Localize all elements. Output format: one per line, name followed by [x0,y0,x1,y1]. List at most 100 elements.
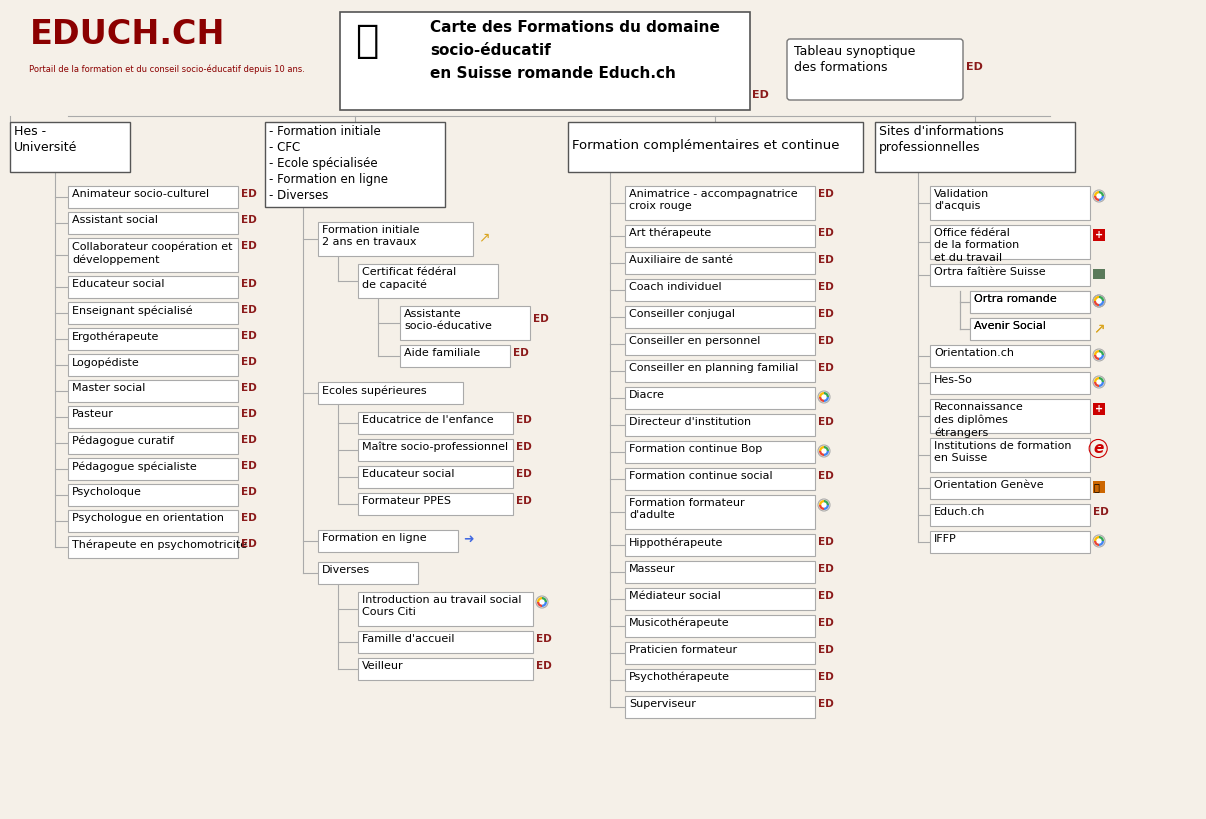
Text: ED: ED [818,228,833,238]
Wedge shape [824,392,829,397]
Text: Formateur PPES: Formateur PPES [362,496,451,506]
FancyBboxPatch shape [930,438,1090,472]
Text: Collaborateur coopération et
développement: Collaborateur coopération et développeme… [72,241,233,265]
FancyBboxPatch shape [625,225,815,247]
Text: ED: ED [818,255,833,265]
FancyBboxPatch shape [265,122,445,207]
FancyBboxPatch shape [930,399,1090,433]
Wedge shape [1099,301,1103,306]
Text: Assistant social: Assistant social [72,215,158,225]
Circle shape [821,448,826,454]
Wedge shape [541,602,548,607]
Circle shape [821,394,826,400]
Text: Pédagogue curatif: Pédagogue curatif [72,435,174,446]
Wedge shape [1099,301,1103,306]
Text: e: e [1093,441,1103,456]
FancyBboxPatch shape [930,477,1090,499]
Text: ED: ED [818,189,833,199]
FancyBboxPatch shape [970,291,1090,313]
Text: ED: ED [818,282,833,292]
Wedge shape [1094,382,1099,387]
FancyBboxPatch shape [68,536,238,558]
FancyBboxPatch shape [625,360,815,382]
Text: Assistante
socio-éducative: Assistante socio-éducative [404,309,492,332]
FancyBboxPatch shape [625,441,815,463]
Text: Art thérapeute: Art thérapeute [630,228,712,238]
Text: Conseiller en personnel: Conseiller en personnel [630,336,760,346]
Text: Formation complémentaires et continue: Formation complémentaires et continue [572,139,839,152]
Text: Logopédiste: Logopédiste [72,357,140,368]
Text: Animatrice - accompagnatrice
croix rouge: Animatrice - accompagnatrice croix rouge [630,189,797,211]
Text: Maître socio-professionnel: Maître socio-professionnel [362,442,508,453]
FancyBboxPatch shape [625,252,815,274]
FancyBboxPatch shape [68,510,238,532]
FancyBboxPatch shape [68,186,238,208]
Text: ED: ED [533,314,549,324]
Text: ED: ED [241,241,257,251]
Text: Educh.ch: Educh.ch [933,507,985,517]
Text: ED: ED [966,62,983,72]
Text: Portail de la formation et du conseil socio-éducatif depuis 10 ans.: Portail de la formation et du conseil so… [29,65,305,75]
Wedge shape [824,451,829,456]
FancyBboxPatch shape [68,432,238,454]
Wedge shape [819,500,824,505]
FancyBboxPatch shape [625,387,815,409]
FancyBboxPatch shape [68,276,238,298]
Text: ED: ED [818,537,833,547]
Text: Avenir Social: Avenir Social [974,321,1046,331]
FancyBboxPatch shape [930,186,1090,220]
Text: ED: ED [535,661,552,671]
FancyBboxPatch shape [568,122,863,172]
Text: ED: ED [818,309,833,319]
Text: Coach individuel: Coach individuel [630,282,721,292]
FancyBboxPatch shape [340,12,750,110]
Text: ED: ED [516,496,532,506]
Bar [1093,269,1105,279]
FancyBboxPatch shape [625,306,815,328]
Text: ↗: ↗ [478,230,490,244]
Text: IFFP: IFFP [933,534,956,544]
Text: Master social: Master social [72,383,146,393]
Circle shape [1096,298,1102,304]
Bar [1093,481,1105,493]
Text: ED: ED [241,305,257,315]
Text: ED: ED [241,357,257,367]
Text: ED: ED [516,469,532,479]
Wedge shape [824,505,829,510]
FancyBboxPatch shape [68,354,238,376]
FancyBboxPatch shape [930,345,1090,367]
Text: Formation continue social: Formation continue social [630,471,773,481]
Wedge shape [1094,301,1099,306]
Text: Ortra romande: Ortra romande [974,294,1056,304]
Wedge shape [824,446,829,451]
Text: Ortra romande: Ortra romande [974,294,1056,304]
FancyBboxPatch shape [930,225,1090,259]
FancyBboxPatch shape [625,669,815,691]
Wedge shape [1094,191,1099,196]
Wedge shape [1094,196,1099,201]
FancyBboxPatch shape [970,318,1090,340]
Text: Introduction au travail social
Cours Citi: Introduction au travail social Cours Cit… [362,595,521,618]
Text: ED: ED [241,513,257,523]
Text: Reconnaissance
des diplômes
étrangers: Reconnaissance des diplômes étrangers [933,402,1024,438]
Text: ED: ED [516,442,532,452]
FancyBboxPatch shape [68,484,238,506]
Text: ED: ED [535,634,552,644]
Text: Animateur socio-culturel: Animateur socio-culturel [72,189,209,199]
FancyBboxPatch shape [358,592,533,626]
FancyBboxPatch shape [625,561,815,583]
Text: +: + [1095,404,1103,414]
FancyBboxPatch shape [68,328,238,350]
Wedge shape [819,446,824,451]
Text: Certificat fédéral
de capacité: Certificat fédéral de capacité [362,267,456,290]
Text: Conseiller en planning familial: Conseiller en planning familial [630,363,798,373]
Wedge shape [1094,301,1099,306]
FancyBboxPatch shape [930,264,1090,286]
Text: Praticien formateur: Praticien formateur [630,645,737,655]
Wedge shape [819,392,824,397]
FancyBboxPatch shape [625,534,815,556]
Circle shape [1096,379,1102,385]
Text: ➜: ➜ [463,533,474,546]
FancyBboxPatch shape [318,530,458,552]
Text: Formation en ligne: Formation en ligne [322,533,427,543]
